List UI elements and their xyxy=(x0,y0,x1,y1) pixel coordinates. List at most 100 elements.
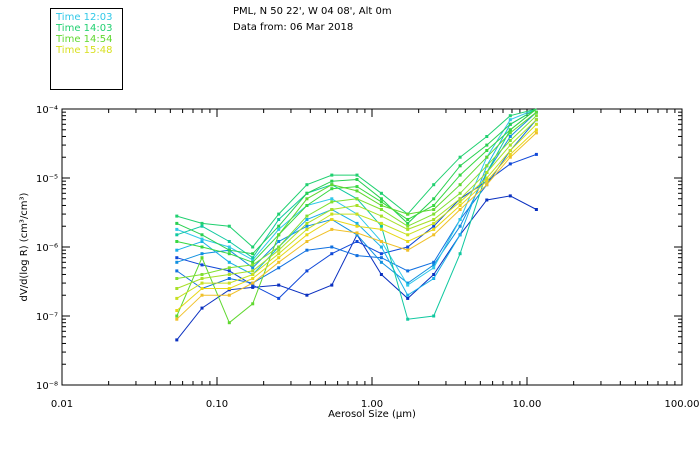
data-point-s10-13 xyxy=(485,149,489,152)
data-point-s16-8 xyxy=(355,231,359,235)
data-point-s2-7 xyxy=(330,252,334,256)
data-point-s1-6 xyxy=(305,293,309,297)
data-point-s15-4 xyxy=(251,277,255,280)
data-point-s15-6 xyxy=(305,233,309,237)
data-point-s9-4 xyxy=(251,252,255,256)
legend-entry-3: Time 14:54 xyxy=(56,34,113,45)
data-point-s13-10 xyxy=(406,227,410,231)
data-point-s6-4 xyxy=(251,258,255,262)
data-point-s6-7 xyxy=(330,197,334,201)
data-point-s1-13 xyxy=(485,198,489,202)
data-point-s4-6 xyxy=(305,224,309,228)
data-point-s11-4 xyxy=(251,302,255,306)
data-point-s16-2 xyxy=(200,293,204,297)
data-point-s10-4 xyxy=(251,260,255,264)
data-point-s1-2 xyxy=(200,306,204,310)
data-point-s11-1 xyxy=(175,314,179,318)
data-point-s11-14 xyxy=(508,131,512,135)
data-point-s9-1 xyxy=(175,221,179,225)
y-tick-label-1: 10⁻⁷ xyxy=(36,312,58,323)
y-axis: 10⁻⁸ 10⁻⁷ 10⁻⁶ 10⁻⁵ 10⁻⁴ xyxy=(36,105,682,392)
data-point-s3-8 xyxy=(355,254,359,258)
data-point-s1-9 xyxy=(379,273,383,276)
data-point-s2-11 xyxy=(432,224,436,228)
data-point-s3-6 xyxy=(305,248,309,252)
data-point-s7-11 xyxy=(432,314,436,318)
data-point-s8-9 xyxy=(379,191,383,195)
data-point-s11-10 xyxy=(406,212,410,216)
data-point-s2-9 xyxy=(379,252,383,256)
data-point-s4-2 xyxy=(200,252,204,256)
data-point-s1-10 xyxy=(406,296,410,300)
data-point-s14-2 xyxy=(200,281,204,285)
data-point-s10-3 xyxy=(227,252,231,256)
data-point-s16-14 xyxy=(508,155,512,159)
data-point-s7-4 xyxy=(251,256,255,260)
data-point-s14-12 xyxy=(458,200,462,204)
data-point-s6-11 xyxy=(432,266,436,270)
data-point-s2-1 xyxy=(175,256,179,260)
legend-entry-2: Time 14:03 xyxy=(56,23,113,34)
data-point-s9-13 xyxy=(485,143,489,147)
data-point-s15-15 xyxy=(534,128,538,132)
data-point-s5-3 xyxy=(227,260,231,264)
data-point-s9-12 xyxy=(458,164,462,168)
data-point-s13-5 xyxy=(277,248,281,252)
data-point-s15-1 xyxy=(175,309,179,312)
x-tick-label-0: 0.01 xyxy=(51,399,73,410)
data-point-s12-10 xyxy=(406,224,410,228)
data-point-s2-4 xyxy=(251,283,255,287)
data-point-s5-2 xyxy=(200,240,204,243)
x-tick-label-3: 10.00 xyxy=(513,399,542,410)
data-point-s6-1 xyxy=(175,227,179,231)
location-text: PML, N 50 22', W 04 08', Alt 0m xyxy=(233,6,392,17)
data-point-s1-5 xyxy=(277,283,281,287)
data-point-s8-1 xyxy=(175,214,179,218)
data-point-s16-5 xyxy=(277,260,281,264)
x-tick-label-1: 0.10 xyxy=(206,399,228,410)
data-point-s14-8 xyxy=(355,212,359,216)
data-point-s1-14 xyxy=(508,194,512,198)
data-point-s14-14 xyxy=(508,149,512,152)
data-point-s13-1 xyxy=(175,287,179,290)
data-point-s10-12 xyxy=(458,173,462,177)
data-point-s7-2 xyxy=(200,224,204,228)
data-point-s15-8 xyxy=(355,224,359,228)
data-point-s5-11 xyxy=(432,277,436,280)
data-point-s6-10 xyxy=(406,283,410,287)
data-point-s14-15 xyxy=(534,122,538,126)
legend: Time 12:03 Time 14:03 Time 14:54 Time 15… xyxy=(50,8,123,90)
data-point-s8-13 xyxy=(485,135,489,138)
data-point-s14-13 xyxy=(485,176,489,180)
data-point-s3-5 xyxy=(277,266,281,270)
data-point-s16-13 xyxy=(485,183,489,187)
chart-header: PML, N 50 22', W 04 08', Alt 0m Data fro… xyxy=(233,4,392,36)
data-point-s11-7 xyxy=(330,183,334,187)
data-point-s14-4 xyxy=(251,273,255,276)
legend-entry-4: Time 15:48 xyxy=(56,45,113,56)
data-point-s5-10 xyxy=(406,293,410,297)
data-point-s15-11 xyxy=(432,227,436,231)
data-point-s12-1 xyxy=(175,277,179,280)
data-point-s8-5 xyxy=(277,212,281,216)
series-layer xyxy=(175,108,538,342)
data-point-s10-9 xyxy=(379,200,383,204)
data-point-s6-3 xyxy=(227,245,231,249)
data-point-s2-5 xyxy=(277,296,281,300)
x-axis-label: Aerosol Size (μm) xyxy=(328,409,416,420)
data-point-s13-6 xyxy=(305,221,309,225)
data-point-s15-10 xyxy=(406,240,410,243)
data-point-s3-7 xyxy=(330,245,334,249)
data-point-s3-9 xyxy=(379,256,383,260)
data-point-s2-10 xyxy=(406,245,410,249)
data-point-s9-3 xyxy=(227,248,231,252)
data-point-s1-4 xyxy=(251,285,255,289)
series-line-6 xyxy=(176,108,537,286)
data-point-s10-10 xyxy=(406,218,410,221)
data-point-s16-6 xyxy=(305,240,309,243)
data-point-s11-3 xyxy=(227,321,231,325)
data-point-s8-8 xyxy=(355,173,359,177)
y-axis-label: dV/d(log R) (cm³/cm³) xyxy=(19,192,30,301)
data-point-s16-15 xyxy=(534,131,538,135)
data-point-s5-8 xyxy=(355,221,359,225)
